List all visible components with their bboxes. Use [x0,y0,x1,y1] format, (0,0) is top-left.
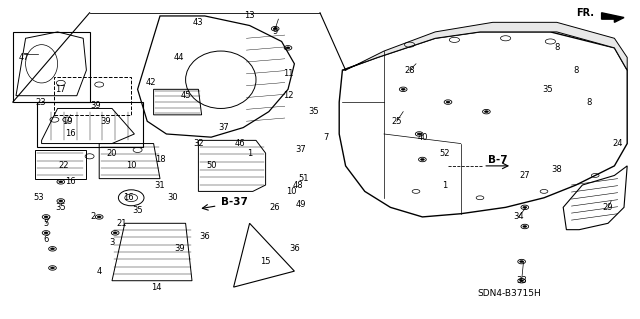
Text: 10: 10 [286,187,296,196]
Text: 39: 39 [100,117,111,126]
Text: 24: 24 [612,139,623,148]
Text: 33: 33 [516,276,527,285]
Text: 5: 5 [44,219,49,228]
Text: SDN4-B3715H: SDN4-B3715H [477,289,541,298]
Text: 36: 36 [200,232,210,241]
Ellipse shape [97,216,101,218]
Bar [13,32,90,102]
Text: 6: 6 [44,235,49,244]
Polygon shape [342,22,627,70]
Text: 12: 12 [283,91,293,100]
Ellipse shape [59,200,63,202]
Text: B-37: B-37 [221,197,248,207]
Text: 4: 4 [97,267,102,276]
Text: 52: 52 [440,149,450,158]
Text: 37: 37 [219,123,229,132]
Text: 51: 51 [299,174,309,183]
Text: 35: 35 [56,203,66,212]
Text: 29: 29 [603,203,613,212]
Ellipse shape [417,133,421,135]
Bar [35,150,86,179]
Text: 13: 13 [244,11,255,20]
Text: FR.: FR. [577,8,595,18]
Ellipse shape [520,261,524,263]
Text: 21: 21 [116,219,127,228]
Text: 16: 16 [65,177,76,186]
Text: 23: 23 [35,98,45,107]
Text: 28: 28 [404,66,415,75]
Text: 46: 46 [235,139,245,148]
Text: 36: 36 [289,244,300,253]
Text: 49: 49 [296,200,306,209]
Text: 14: 14 [152,283,162,292]
Text: 8: 8 [573,66,579,75]
Text: 42: 42 [145,78,156,87]
Ellipse shape [44,232,48,234]
Text: 19: 19 [62,117,72,126]
Text: 1: 1 [442,181,447,189]
Ellipse shape [484,111,488,113]
Text: 45: 45 [180,91,191,100]
Text: 44: 44 [174,53,184,62]
Text: 10: 10 [126,161,136,170]
Text: 9: 9 [273,27,278,36]
Text: 1: 1 [247,149,252,158]
Text: 32: 32 [193,139,204,148]
Text: 3: 3 [109,238,115,247]
Text: 8: 8 [554,43,559,52]
Ellipse shape [59,181,63,183]
Text: 50: 50 [206,161,216,170]
Text: 35: 35 [542,85,552,94]
Text: 27: 27 [520,171,530,180]
Text: 7: 7 [324,133,329,142]
Text: 26: 26 [270,203,280,212]
Text: 31: 31 [155,181,165,189]
Ellipse shape [51,248,54,250]
Ellipse shape [420,159,424,160]
Bar [37,102,143,147]
Text: 20: 20 [107,149,117,158]
Text: 15: 15 [260,257,271,266]
Text: 2: 2 [90,212,95,221]
Text: 39: 39 [174,244,184,253]
Bar [54,77,131,115]
Ellipse shape [520,280,524,282]
Text: B-7: B-7 [488,155,508,165]
Text: 48: 48 [292,181,303,189]
Text: 34: 34 [513,212,524,221]
Text: 53: 53 [33,193,44,202]
Text: 8: 8 [586,98,591,107]
Text: 43: 43 [193,18,204,27]
Ellipse shape [446,101,450,103]
Text: 40: 40 [417,133,428,142]
Text: 11: 11 [283,69,293,78]
Ellipse shape [44,216,48,218]
Ellipse shape [273,28,277,30]
Text: 22: 22 [59,161,69,170]
Text: 30: 30 [168,193,178,202]
Ellipse shape [51,267,54,269]
Text: 25: 25 [392,117,402,126]
Text: 38: 38 [552,165,562,174]
Ellipse shape [523,226,527,227]
Text: 35: 35 [132,206,143,215]
Text: 39: 39 [91,101,101,110]
Text: 47: 47 [19,53,29,62]
Text: 17: 17 [56,85,66,94]
Ellipse shape [523,206,527,208]
Text: 16: 16 [123,193,133,202]
Polygon shape [602,13,624,22]
Text: 37: 37 [296,145,306,154]
Ellipse shape [401,88,405,90]
Text: 18: 18 [155,155,165,164]
Text: 16: 16 [65,130,76,138]
Ellipse shape [113,232,117,234]
Text: 35: 35 [308,107,319,116]
Ellipse shape [286,47,290,49]
